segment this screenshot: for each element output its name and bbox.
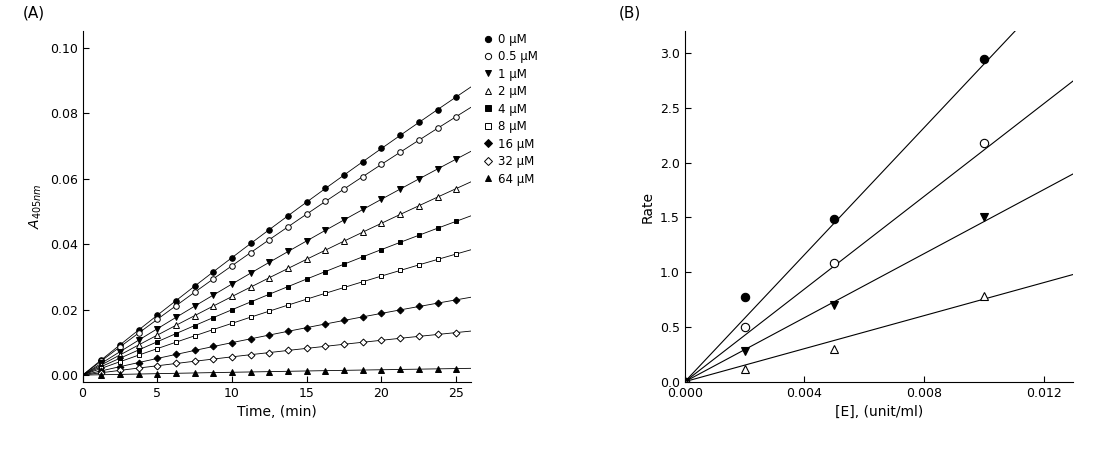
Y-axis label: Rate: Rate <box>641 190 654 223</box>
Text: (B): (B) <box>619 6 641 21</box>
X-axis label: Time, (min): Time, (min) <box>237 405 317 419</box>
Legend: 0 μM, 0.5 μM, 1 μM, 2 μM, 4 μM, 8 μM, 16 μM, 32 μM, 64 μM: 0 μM, 0.5 μM, 1 μM, 2 μM, 4 μM, 8 μM, 16… <box>479 28 543 190</box>
Y-axis label: $A_{405nm}$: $A_{405nm}$ <box>28 184 44 229</box>
X-axis label: [E], (unit/ml): [E], (unit/ml) <box>835 405 924 419</box>
Text: (A): (A) <box>22 6 44 21</box>
